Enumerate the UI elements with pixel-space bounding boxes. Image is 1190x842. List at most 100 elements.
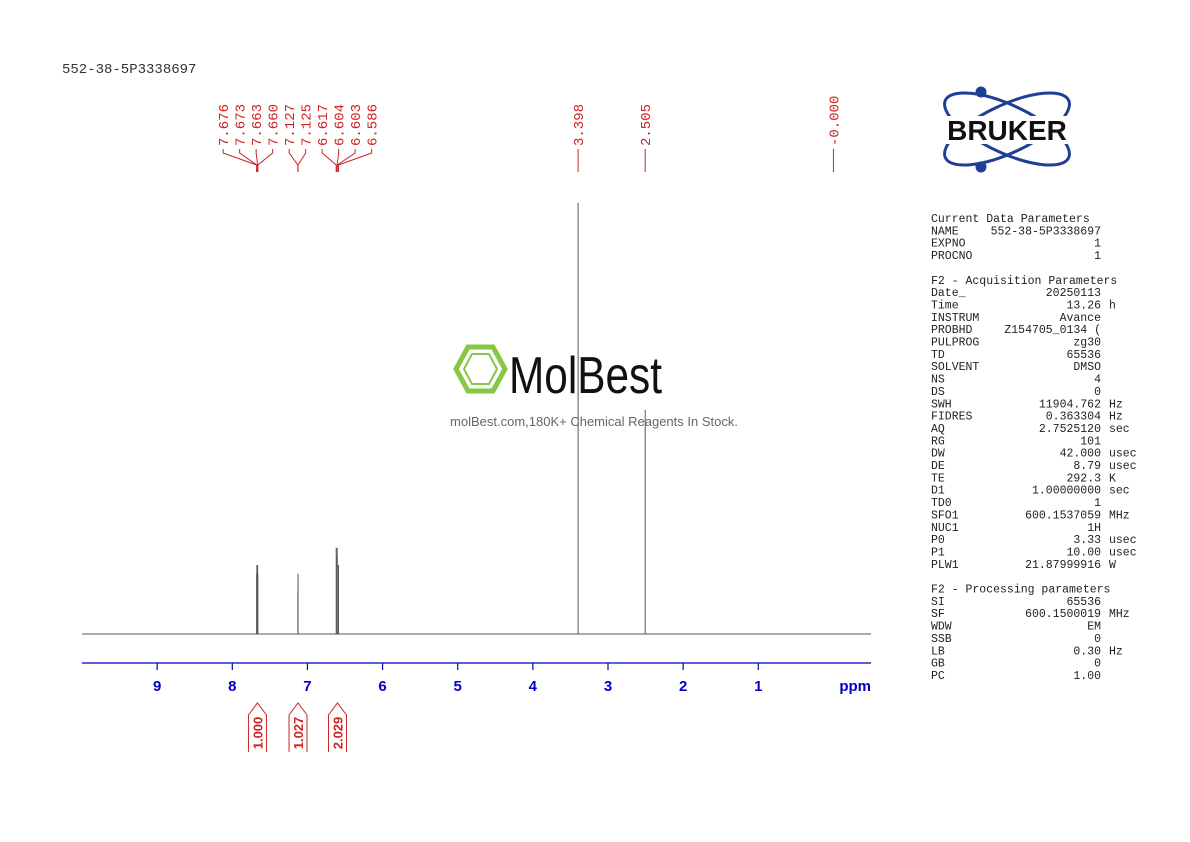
parameter-name: DW bbox=[931, 448, 945, 461]
parameter-name: RG bbox=[931, 435, 945, 448]
parameter-value: 3.33 bbox=[1073, 534, 1101, 547]
peak-label: 7.125 bbox=[300, 104, 316, 146]
parameter-name: NUC1 bbox=[931, 522, 959, 535]
parameter-value: 65536 bbox=[1066, 349, 1101, 362]
parameter-unit: sec bbox=[1109, 485, 1130, 498]
parameter-name: TE bbox=[931, 472, 945, 485]
parameter-name: D1 bbox=[931, 485, 945, 498]
parameter-name: PC bbox=[931, 670, 945, 683]
peak-connector bbox=[321, 149, 337, 172]
peak-label: 7.676 bbox=[217, 104, 233, 146]
integral-bracket bbox=[327, 702, 347, 752]
peak-label: 3.398 bbox=[572, 104, 588, 146]
parameter-section-title: F2 - Acquisition Parameters bbox=[931, 275, 1117, 288]
logo-backdrop bbox=[922, 116, 1094, 144]
parameter-value: 21.87999916 bbox=[1025, 559, 1101, 572]
parameter-value: Avance bbox=[1060, 312, 1102, 325]
integral-label: 1.027 bbox=[291, 717, 306, 750]
x-tick-label: 5 bbox=[454, 678, 462, 695]
parameter-value: 0 bbox=[1094, 386, 1101, 399]
parameter-name: NAME bbox=[931, 225, 959, 238]
parameter-name: TD bbox=[931, 349, 945, 362]
x-tick-label: 2 bbox=[679, 678, 687, 695]
parameter-value: 600.1537059 bbox=[1025, 509, 1101, 522]
parameter-name: NS bbox=[931, 374, 945, 387]
parameter-name: INSTRUM bbox=[931, 312, 979, 325]
peak-label: 6.604 bbox=[333, 104, 349, 146]
peak-label: 6.586 bbox=[366, 104, 382, 146]
x-tick-label: 9 bbox=[153, 678, 161, 695]
logo-text: BRUKER bbox=[947, 115, 1067, 146]
parameter-value: 4 bbox=[1094, 374, 1101, 387]
x-axis-label: ppm bbox=[839, 678, 871, 695]
parameter-value: 42.000 bbox=[1060, 448, 1102, 461]
parameter-unit: usec bbox=[1109, 460, 1137, 473]
x-tick-label: 8 bbox=[228, 678, 236, 695]
parameter-value: 10.00 bbox=[1066, 546, 1101, 559]
parameter-name: SI bbox=[931, 596, 945, 609]
parameter-section-title: F2 - Processing parameters bbox=[931, 584, 1110, 597]
parameter-name: SFO1 bbox=[931, 509, 959, 522]
x-tick-label: 3 bbox=[604, 678, 612, 695]
parameter-name: TD0 bbox=[931, 497, 952, 510]
parameter-name: FIDRES bbox=[931, 411, 973, 424]
parameter-value: 11904.762 bbox=[1039, 398, 1101, 411]
parameter-section-title: Current Data Parameters bbox=[931, 213, 1090, 226]
parameter-name: WDW bbox=[931, 621, 952, 634]
parameter-value: 1H bbox=[1087, 522, 1101, 535]
parameter-unit: MHz bbox=[1109, 608, 1130, 621]
parameter-value: EM bbox=[1087, 621, 1101, 634]
parameter-name: EXPNO bbox=[931, 238, 966, 251]
bruker-logo bbox=[943, 86, 1071, 173]
parameter-name: SF bbox=[931, 608, 945, 621]
x-tick-label: 4 bbox=[529, 678, 538, 695]
parameter-value: 8.79 bbox=[1073, 460, 1101, 473]
parameter-name: AQ bbox=[931, 423, 945, 436]
peak-connector bbox=[288, 149, 299, 172]
parameter-value: 1 bbox=[1094, 497, 1101, 510]
peak-label: 7.663 bbox=[250, 104, 266, 146]
watermark-logo bbox=[453, 344, 508, 394]
parameter-name: P1 bbox=[931, 546, 945, 559]
parameter-name: P0 bbox=[931, 534, 945, 547]
parameter-value: zg30 bbox=[1073, 337, 1101, 350]
parameter-name: PLW1 bbox=[931, 559, 959, 572]
parameter-value: 292.3 bbox=[1066, 472, 1101, 485]
parameter-name: GB bbox=[931, 658, 945, 671]
integral-label: 2.029 bbox=[330, 717, 345, 750]
peak-connector bbox=[297, 149, 307, 172]
x-tick-label: 1 bbox=[754, 678, 762, 695]
parameter-value: DMSO bbox=[1073, 361, 1101, 374]
parameter-name: Date_ bbox=[931, 287, 966, 300]
parameter-name: SSB bbox=[931, 633, 952, 646]
integral-label: 1.000 bbox=[250, 717, 265, 750]
parameter-name: PULPROG bbox=[931, 337, 979, 350]
peak-label: 6.617 bbox=[316, 104, 332, 146]
parameter-value: 1 bbox=[1094, 250, 1101, 263]
peak-label: 6.603 bbox=[349, 104, 365, 146]
parameter-name: LB bbox=[931, 645, 945, 658]
parameter-unit: W bbox=[1109, 559, 1116, 572]
parameter-unit: usec bbox=[1109, 534, 1137, 547]
integral-bracket bbox=[288, 702, 308, 752]
parameter-unit: h bbox=[1109, 299, 1116, 312]
parameter-value: 1.00 bbox=[1073, 670, 1101, 683]
peak-connector bbox=[257, 149, 274, 172]
parameter-unit: Hz bbox=[1109, 411, 1123, 424]
parameter-name: PROBHD bbox=[931, 324, 973, 337]
parameter-value: Z154705_0134 ( bbox=[1004, 324, 1101, 337]
parameter-value: 600.1500019 bbox=[1025, 608, 1101, 621]
parameter-name: SWH bbox=[931, 398, 952, 411]
x-tick-label: 6 bbox=[378, 678, 386, 695]
peak-connector bbox=[338, 149, 373, 172]
parameter-unit: usec bbox=[1109, 448, 1137, 461]
parameter-value: 13.26 bbox=[1066, 299, 1101, 312]
parameter-value: 552-38-5P3338697 bbox=[991, 225, 1101, 238]
parameter-value: 65536 bbox=[1066, 596, 1101, 609]
x-tick-label: 7 bbox=[303, 678, 311, 695]
parameter-value: 0 bbox=[1094, 633, 1101, 646]
peak-label: 2.505 bbox=[639, 104, 655, 146]
parameter-unit: Hz bbox=[1109, 645, 1123, 658]
parameter-value: 1 bbox=[1094, 238, 1101, 251]
parameter-value: 0.363304 bbox=[1046, 411, 1101, 424]
